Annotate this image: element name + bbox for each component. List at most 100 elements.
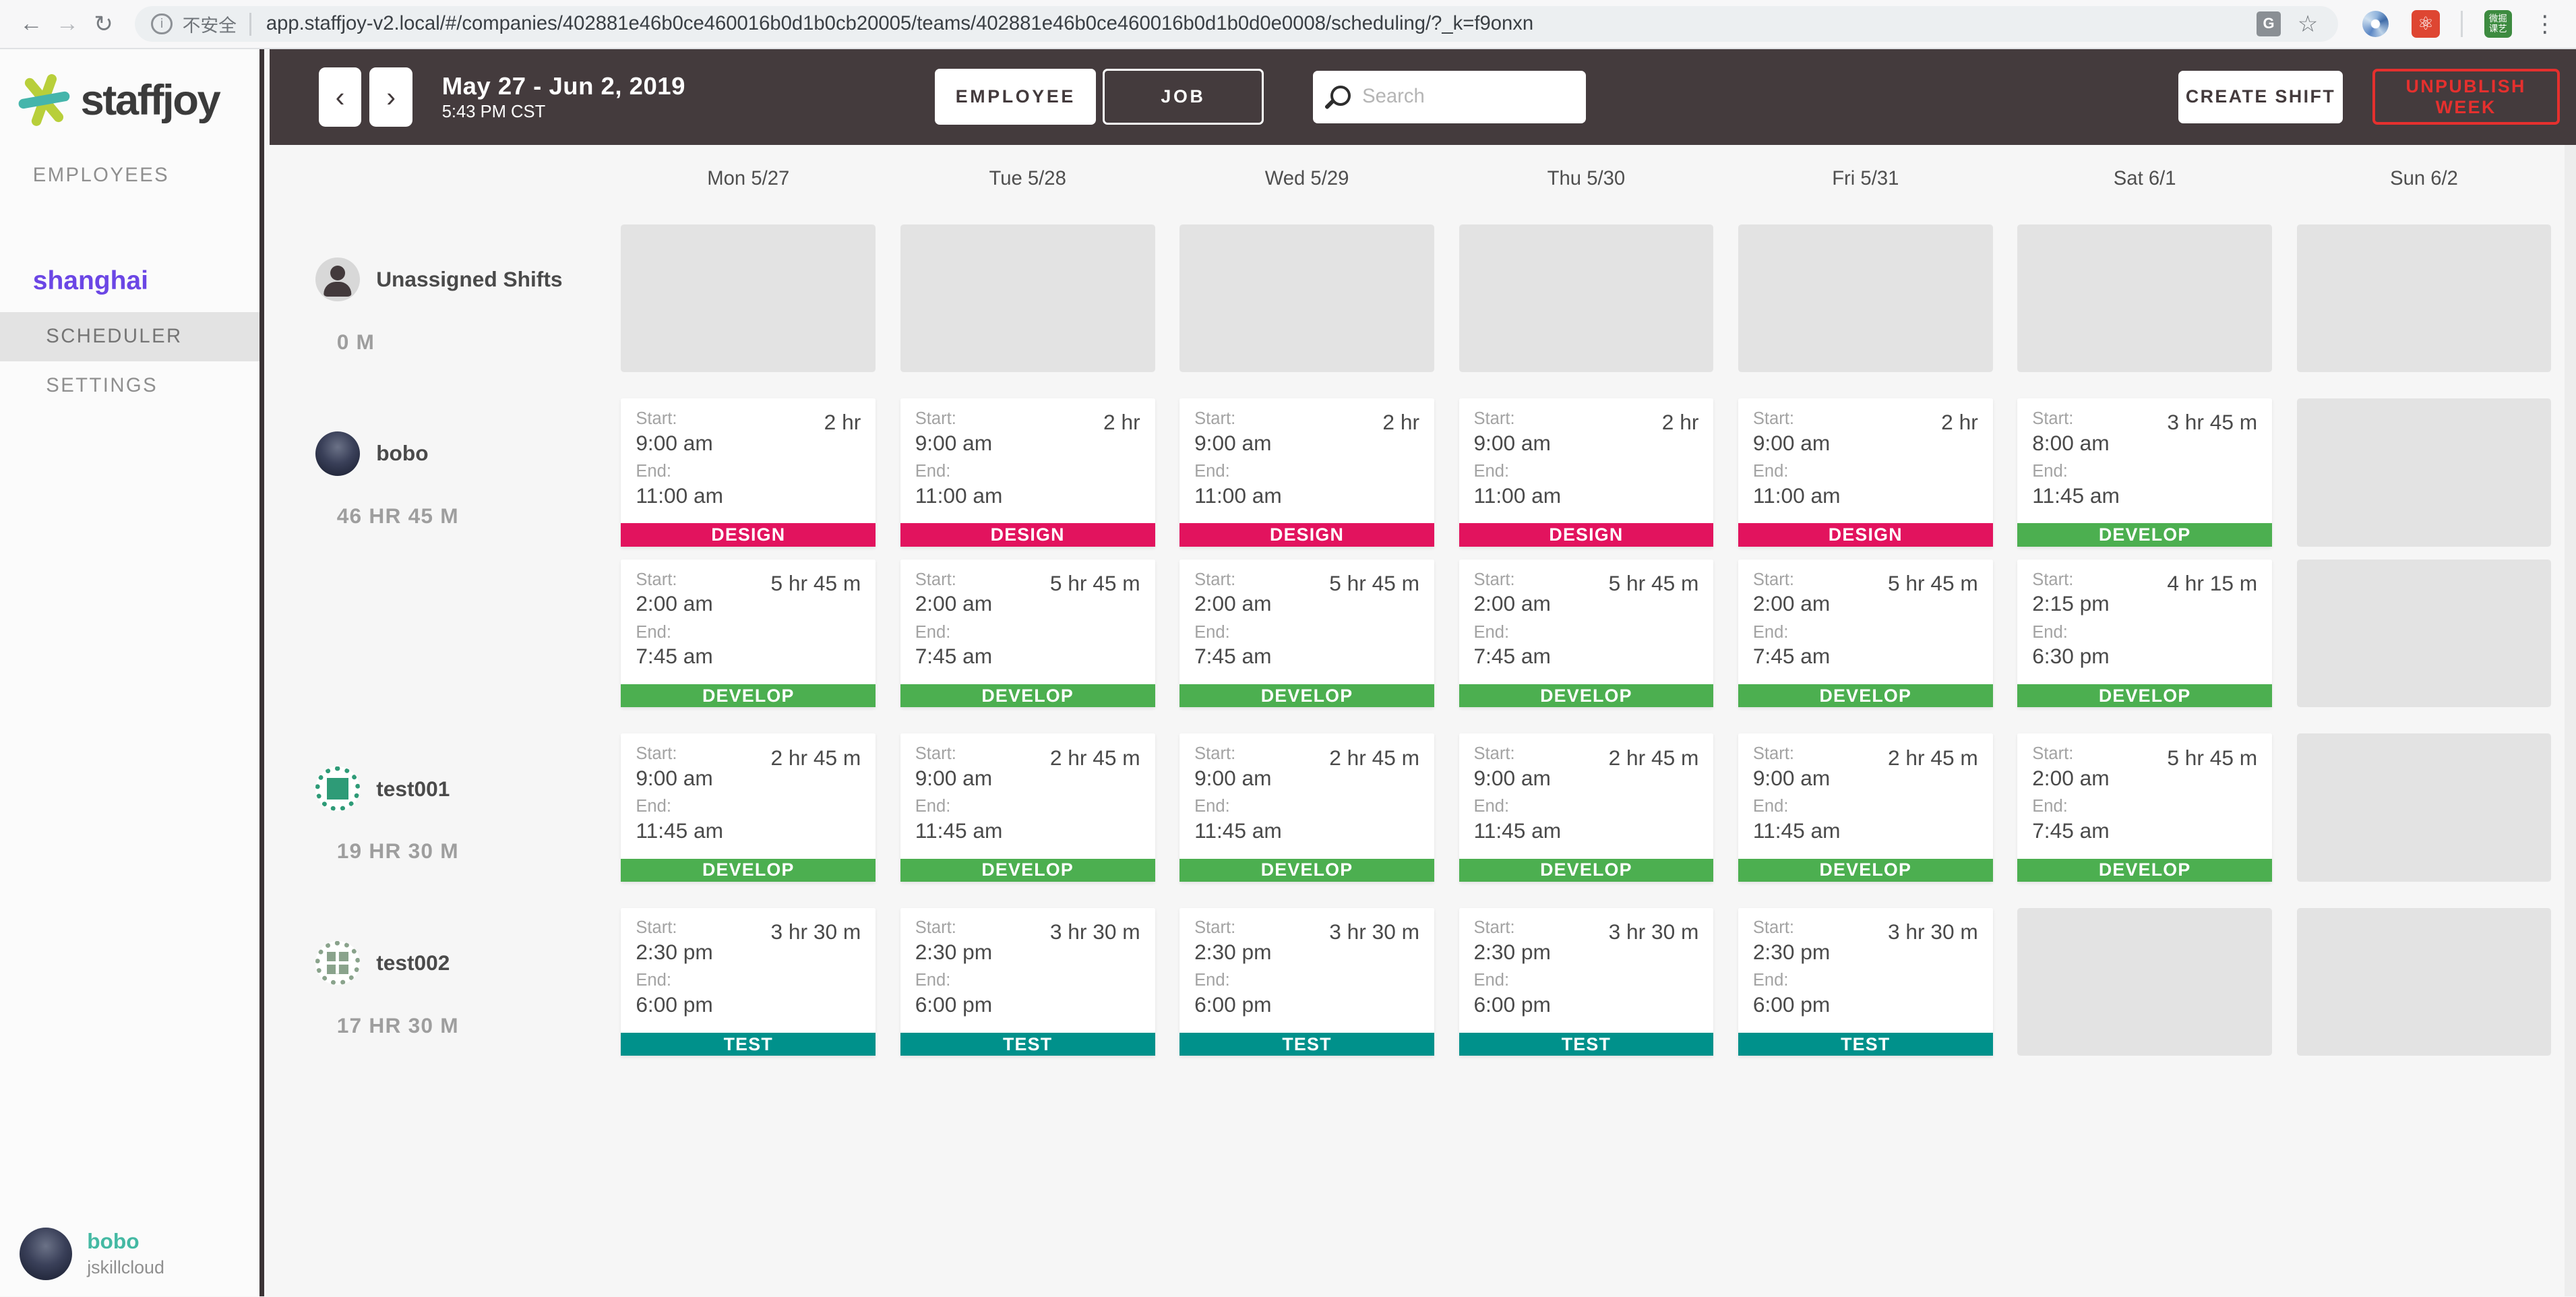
- job-button-develop[interactable]: DEVELOP: [621, 684, 876, 708]
- shift-card[interactable]: Start: 9:00 am End: 11:45 am 2 hr 45 m DEVELO…: [1459, 733, 1714, 882]
- job-button-design[interactable]: DESIGN: [1179, 523, 1434, 547]
- end-label: End:: [1473, 622, 1510, 642]
- shift-card[interactable]: Start: 2:00 am End: 7:45 am 5 hr 45 m DEVELOP: [621, 560, 876, 708]
- shift-duration: 2 hr 45 m: [1887, 745, 1978, 770]
- shift-card[interactable]: Start: 9:00 am End: 11:00 am 2 hr DESIGN: [1738, 398, 1993, 547]
- day-header: Sat 6/1: [2113, 167, 2176, 189]
- shift-card[interactable]: Start: 2:00 am End: 7:45 am 5 hr 45 m DEVELOP: [900, 560, 1155, 708]
- search-box[interactable]: [1313, 70, 1586, 123]
- empty-slot: [2296, 907, 2552, 1056]
- shift-card[interactable]: Start: 2:30 pm End: 6:00 pm 3 hr 30 m TEST: [621, 907, 876, 1056]
- job-button-test[interactable]: TEST: [1738, 1033, 1993, 1056]
- shift-times: Start: 2:30 pm End: 6:00 pm 3 hr 30 m: [1459, 908, 1714, 1033]
- job-button-develop[interactable]: DEVELOP: [2017, 858, 2273, 882]
- end-time: 11:00 am: [1752, 483, 1841, 508]
- extension-seal-icon[interactable]: 微掘课艺: [2484, 9, 2512, 38]
- employee-name: test002: [376, 950, 450, 975]
- job-button-test[interactable]: TEST: [1179, 1033, 1434, 1056]
- shift-card[interactable]: Start: 9:00 am End: 11:00 am 2 hr DESIGN: [1459, 398, 1714, 547]
- url-text[interactable]: app.staffjoy-v2.local/#/companies/402881…: [266, 13, 1534, 35]
- shift-card[interactable]: Start: 9:00 am End: 11:45 am 2 hr 45 m DEVELO…: [621, 733, 876, 882]
- job-button-develop[interactable]: DEVELOP: [900, 858, 1155, 882]
- job-button-develop[interactable]: DEVELOP: [900, 684, 1155, 708]
- staffjoy-logo[interactable]: staffjoy: [0, 49, 259, 128]
- browser-menu-icon[interactable]: ⋮: [2533, 11, 2556, 37]
- start-time: 2:30 pm: [636, 940, 713, 965]
- extension-atom-icon[interactable]: ⚛: [2412, 9, 2440, 38]
- shift-card[interactable]: Start: 2:00 am End: 7:45 am 5 hr 45 m DEVELOP: [1179, 560, 1434, 708]
- job-button-design[interactable]: DESIGN: [900, 523, 1155, 547]
- shift-card[interactable]: Start: 2:15 pm End: 6:30 pm 4 hr 15 m DEVELOP: [2017, 560, 2273, 708]
- bookmark-star-icon[interactable]: ☆: [2297, 11, 2319, 37]
- shift-duration: 3 hr 30 m: [1329, 919, 1419, 944]
- shift-card[interactable]: Start: 9:00 am End: 11:45 am 2 hr 45 m DEVELO…: [900, 733, 1155, 882]
- job-button-design[interactable]: DESIGN: [1738, 523, 1993, 547]
- shift-card[interactable]: Start: 9:00 am End: 11:45 am 2 hr 45 m DEVELO…: [1738, 733, 1993, 882]
- back-icon[interactable]: ←: [20, 11, 43, 37]
- end-label: End:: [636, 971, 671, 990]
- schedule-grid: Unassigned Shifts 0 M bobo 46 HR 45 M Start:…: [270, 224, 2576, 1056]
- staffjoy-logo-icon: [18, 74, 70, 127]
- current-user[interactable]: bobo jskillcloud: [20, 1227, 164, 1280]
- extension-swirl-icon[interactable]: [2362, 11, 2389, 38]
- shift-duration: 5 hr 45 m: [770, 571, 861, 596]
- job-button-develop[interactable]: DEVELOP: [1179, 684, 1434, 708]
- job-button-test[interactable]: TEST: [621, 1033, 876, 1056]
- shift-card[interactable]: Start: 9:00 am End: 11:00 am 2 hr DESIGN: [621, 398, 876, 547]
- shift-duration: 3 hr 45 m: [2167, 410, 2258, 435]
- shift-card[interactable]: Start: 2:00 am End: 7:45 am 5 hr 45 m DEVELOP: [2017, 733, 2273, 882]
- unpublish-week-button[interactable]: UNPUBLISH WEEK: [2372, 69, 2560, 125]
- shift-card[interactable]: Start: 2:00 am End: 7:45 am 5 hr 45 m DEVELOP: [1738, 560, 1993, 708]
- end-time: 7:45 am: [636, 644, 713, 669]
- job-button-develop[interactable]: DEVELOP: [2017, 523, 2273, 547]
- shift-card[interactable]: Start: 9:00 am End: 11:00 am 2 hr DESIGN: [900, 398, 1155, 547]
- search-input[interactable]: [1362, 86, 1571, 109]
- end-time: 6:00 pm: [915, 992, 993, 1017]
- job-button-design[interactable]: DESIGN: [1459, 523, 1714, 547]
- job-button-develop[interactable]: DEVELOP: [1738, 684, 1993, 708]
- shift-card[interactable]: Start: 2:30 pm End: 6:00 pm 3 hr 30 m TEST: [1738, 907, 1993, 1056]
- job-button-develop[interactable]: DEVELOP: [2017, 684, 2273, 708]
- shift-card[interactable]: Start: 8:00 am End: 11:45 am 3 hr 45 m DEVELO…: [2017, 398, 2273, 547]
- sidebar-item-employees[interactable]: EMPLOYEES: [32, 164, 170, 187]
- forward-icon[interactable]: →: [55, 11, 79, 37]
- shift-card[interactable]: Start: 9:00 am End: 11:00 am 2 hr DESIGN: [1179, 398, 1434, 547]
- job-view-toggle[interactable]: JOB: [1103, 69, 1264, 125]
- staffjoy-app: staffjoy EMPLOYEES shanghai SCHEDULER SE…: [0, 49, 2576, 1297]
- job-button-test[interactable]: TEST: [900, 1033, 1155, 1056]
- employee-view-toggle[interactable]: EMPLOYEE: [935, 69, 1097, 125]
- reload-icon[interactable]: ↻: [94, 11, 113, 37]
- create-shift-button[interactable]: CREATE SHIFT: [2178, 70, 2343, 123]
- info-icon[interactable]: i: [151, 13, 173, 35]
- employee-label-bobo: bobo 46 HR 45 M: [270, 398, 596, 707]
- shift-duration: 5 hr 45 m: [1049, 571, 1140, 596]
- job-button-develop[interactable]: DEVELOP: [1738, 858, 1993, 882]
- empty-slot: [2296, 398, 2552, 547]
- job-button-develop[interactable]: DEVELOP: [1179, 858, 1434, 882]
- vertical-scrollbar[interactable]: [2564, 144, 2576, 1297]
- job-button-design[interactable]: DESIGN: [621, 523, 876, 547]
- sidebar-team-name[interactable]: shanghai: [32, 266, 148, 295]
- prev-week-button[interactable]: ‹: [318, 67, 362, 127]
- start-label: Start:: [2032, 570, 2074, 589]
- sidebar-item-settings[interactable]: SETTINGS: [46, 375, 158, 397]
- end-label: End:: [1752, 461, 1789, 481]
- job-button-develop[interactable]: DEVELOP: [1459, 858, 1714, 882]
- translate-icon[interactable]: G: [2256, 11, 2281, 36]
- shift-card[interactable]: Start: 2:30 pm End: 6:00 pm 3 hr 30 m TEST: [900, 907, 1155, 1056]
- shift-card[interactable]: Start: 9:00 am End: 11:45 am 2 hr 45 m DEVELO…: [1179, 733, 1434, 882]
- shift-duration: 5 hr 45 m: [1329, 571, 1419, 596]
- job-button-test[interactable]: TEST: [1459, 1033, 1714, 1056]
- shift-card[interactable]: Start: 2:30 pm End: 6:00 pm 3 hr 30 m TEST: [1179, 907, 1434, 1056]
- shift-card[interactable]: Start: 2:30 pm End: 6:00 pm 3 hr 30 m TEST: [1459, 907, 1714, 1056]
- job-button-develop[interactable]: DEVELOP: [621, 858, 876, 882]
- job-button-develop[interactable]: DEVELOP: [1459, 684, 1714, 708]
- sidebar-item-scheduler[interactable]: SCHEDULER: [0, 312, 260, 362]
- start-label: Start:: [1194, 570, 1236, 589]
- end-time: 6:00 pm: [636, 992, 713, 1017]
- next-week-button[interactable]: ›: [369, 67, 412, 127]
- address-bar[interactable]: i 不安全 app.staffjoy-v2.local/#/companies/…: [134, 5, 2338, 42]
- start-time: 9:00 am: [915, 430, 993, 455]
- user-avatar: [20, 1227, 73, 1280]
- shift-card[interactable]: Start: 2:00 am End: 7:45 am 5 hr 45 m DEVELOP: [1459, 560, 1714, 708]
